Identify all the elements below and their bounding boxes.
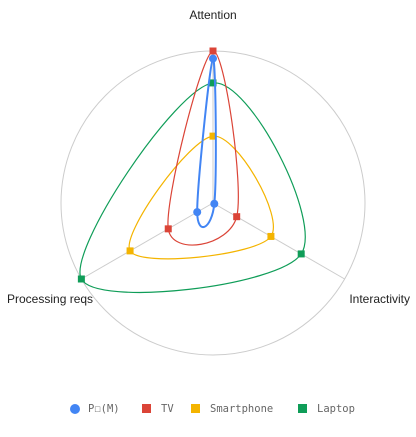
legend-marker-smartphone: [191, 404, 200, 413]
data-point-series-2-1: [209, 47, 217, 55]
legend-label-tv: TV: [161, 403, 174, 415]
legend: P☐(M) TV Smartphone Laptop: [70, 403, 355, 415]
legend-item-tv[interactable]: TV: [142, 403, 174, 415]
data-point-series-3-2: [267, 232, 275, 240]
series-line-1: [196, 57, 217, 229]
data-point-series-2-2: [233, 213, 241, 221]
data-point-series-2-3: [164, 225, 172, 233]
series-line-2: [167, 50, 239, 246]
axis-labels: Attention Interactivity Processing reqs: [7, 8, 410, 306]
data-point-series-1-3: [193, 208, 202, 217]
data-point-series-3-1: [209, 132, 217, 140]
data-point-series-4-2: [297, 250, 305, 258]
legend-item-smartphone[interactable]: Smartphone: [191, 403, 273, 415]
series-line-3: [128, 135, 274, 260]
legend-label-laptop: Laptop: [317, 403, 355, 415]
legend-marker-series-1: [70, 404, 80, 414]
series-line-4: [79, 82, 306, 293]
legend-label-smartphone: Smartphone: [210, 403, 273, 415]
data-point-series-1-2: [210, 199, 219, 208]
data-point-series-4-3: [77, 275, 85, 283]
axis-label-processing-reqs: Processing reqs: [7, 292, 93, 306]
data-point-series-1-1: [209, 54, 217, 63]
legend-item-series-1[interactable]: P☐(M): [70, 403, 120, 415]
legend-marker-tv: [142, 404, 151, 413]
axis-label-attention: Attention: [189, 8, 236, 22]
axis-spoke-2: [212, 202, 345, 280]
series-layer: [77, 47, 306, 293]
legend-marker-laptop: [298, 404, 307, 413]
data-point-series-3-3: [126, 247, 134, 255]
axis-label-interactivity: Interactivity: [349, 292, 410, 306]
axis-spoke-3: [81, 202, 214, 280]
legend-item-laptop[interactable]: Laptop: [298, 403, 355, 415]
data-point-series-4-1: [209, 79, 217, 87]
legend-label-series-1: P☐(M): [88, 403, 120, 415]
